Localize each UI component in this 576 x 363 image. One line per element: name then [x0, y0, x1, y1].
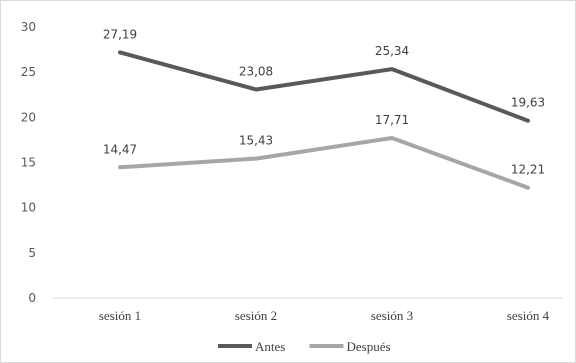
legend-label-2: Después	[347, 339, 391, 354]
legend: Antes Después	[218, 339, 391, 354]
y-tick-label: 15	[21, 156, 36, 170]
y-tick-label: 10	[21, 201, 36, 215]
data-labels: 27,19 23,08 25,34 19,63 14,47 15,43 17,71 12,21	[103, 27, 545, 176]
data-label: 17,71	[375, 113, 409, 127]
series-line-2	[118, 136, 530, 190]
y-tick-label: 25	[21, 65, 36, 79]
series-line-1	[118, 50, 530, 123]
y-tick-label: 30	[21, 20, 36, 34]
x-axis: sesión 1 sesión 2 sesión 3 sesión 4	[52, 297, 562, 323]
y-tick-label: 5	[28, 246, 36, 260]
y-tick-label: 0	[28, 291, 36, 305]
x-tick-label: sesión 1	[99, 308, 141, 323]
y-tick-label: 20	[21, 110, 36, 124]
data-label: 15,43	[239, 134, 273, 148]
x-tick-label: sesión 4	[507, 308, 550, 323]
data-label: 12,21	[511, 163, 545, 177]
data-label: 19,63	[511, 96, 545, 110]
data-label: 27,19	[103, 27, 137, 41]
x-tick-label: sesión 2	[235, 308, 277, 323]
x-tick-label: sesión 3	[371, 308, 413, 323]
series-layer	[118, 50, 530, 190]
y-axis: 0 5 10 15 20 25 30	[21, 20, 36, 305]
data-label: 23,08	[239, 65, 273, 79]
data-label: 14,47	[103, 142, 137, 156]
legend-label-1: Antes	[255, 339, 285, 354]
data-label: 25,34	[375, 44, 409, 58]
